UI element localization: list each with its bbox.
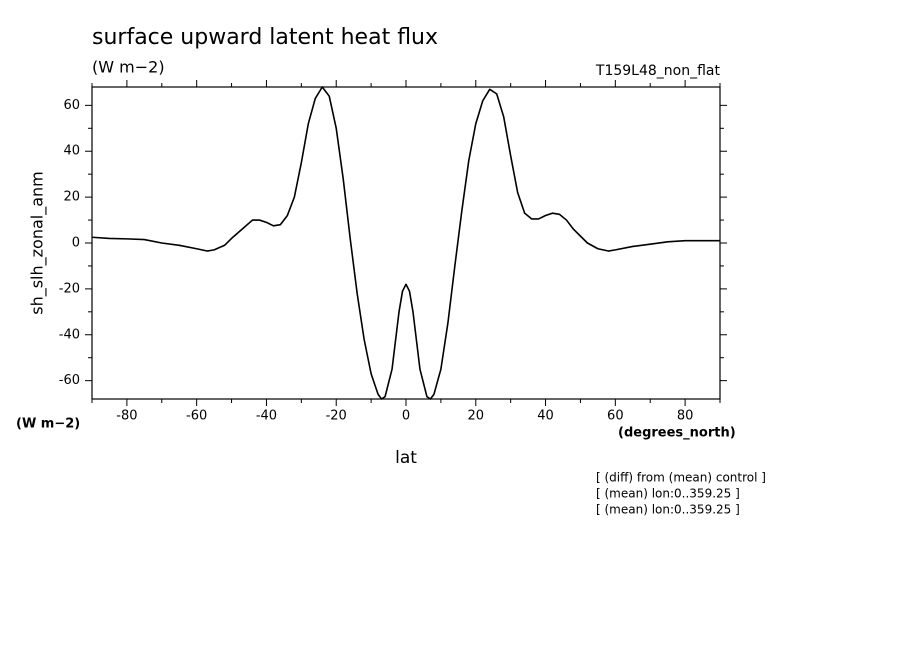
y-tick-label: -40 <box>59 327 80 342</box>
y-units: (W m−2) <box>16 417 80 432</box>
x-tick-label: 60 <box>607 409 624 424</box>
note: [ (mean) lon:0..359.25 ] <box>596 503 740 517</box>
y-tick-label: -20 <box>59 281 80 296</box>
x-axis-label: lat <box>395 448 417 468</box>
data-line <box>91 86 720 400</box>
chart-subtitle: (W m−2) <box>92 58 165 77</box>
note: [ (diff) from (mean) control ] <box>596 471 766 485</box>
x-units: (degrees_north) <box>618 426 736 441</box>
y-tick-label: 20 <box>63 190 80 205</box>
x-tick-label: -40 <box>256 409 277 424</box>
x-tick-label: -80 <box>116 409 137 424</box>
x-tick-label: -60 <box>186 409 207 424</box>
chart-title: surface upward latent heat flux <box>92 25 438 50</box>
y-tick-label: 40 <box>63 144 80 159</box>
x-tick-label: 20 <box>468 409 485 424</box>
y-tick-label: -60 <box>59 373 80 388</box>
y-tick-label: 60 <box>63 98 80 113</box>
x-tick-label: 80 <box>677 409 694 424</box>
plot-frame <box>91 86 721 400</box>
note: [ (mean) lon:0..359.25 ] <box>596 487 740 501</box>
x-tick-label: 40 <box>537 409 554 424</box>
y-tick-label: 0 <box>72 236 80 251</box>
x-tick-label: 0 <box>402 409 410 424</box>
run-label: T159L48_non_flat <box>595 63 721 79</box>
y-axis-label: sh_slh_zonal_anm <box>28 171 48 315</box>
x-tick-label: -20 <box>326 409 347 424</box>
